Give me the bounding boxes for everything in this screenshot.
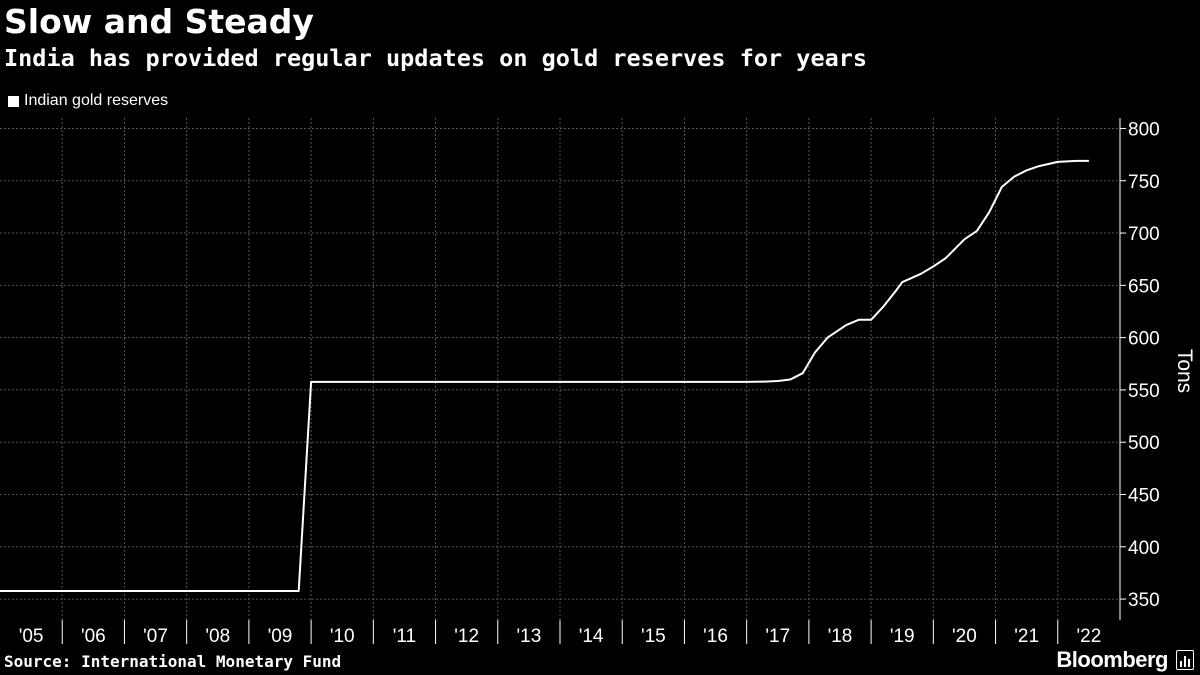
y-tick-label: 350 — [1128, 590, 1160, 611]
x-tick-label: '19 — [890, 626, 915, 647]
x-tick-label: '08 — [205, 626, 230, 647]
x-tick-label: '11 — [393, 626, 416, 647]
x-tick-label: '16 — [703, 626, 728, 647]
legend-label: Indian gold reserves — [24, 92, 169, 109]
x-tick-label: '12 — [454, 626, 479, 647]
chart-title: Slow and Steady — [4, 2, 314, 41]
y-tick-label: 450 — [1128, 486, 1160, 507]
y-axis-label: Tons — [1173, 349, 1196, 393]
x-tick-label: '15 — [641, 626, 666, 647]
x-tick-label: '10 — [330, 626, 355, 647]
x-tick-label: '13 — [517, 626, 542, 647]
y-tick-label: 750 — [1128, 172, 1160, 193]
series-line-indian-gold-reserves — [0, 159, 1089, 592]
grid — [0, 118, 1120, 620]
y-tick-label: 800 — [1128, 119, 1160, 140]
y-tick-label: 550 — [1128, 381, 1160, 402]
source-note: Source: International Monetary Fund — [4, 652, 342, 671]
series-group — [0, 159, 1089, 592]
x-tick-label: '06 — [81, 626, 106, 647]
x-tick-label: '21 — [1014, 626, 1039, 647]
x-axis: '05 '06 '07 '08 '09 '10 '11 '12 '13 '14 '15 '16 '17 '… — [19, 620, 1102, 647]
x-tick-label: '05 — [19, 626, 44, 647]
y-tick-label: 400 — [1128, 538, 1160, 559]
y-axis: 350 400 450 500 550 600 650 700 750 800 — [1119, 118, 1160, 620]
legend-swatch — [8, 95, 19, 107]
y-tick-label: 650 — [1128, 276, 1160, 297]
x-tick-label: '14 — [579, 626, 604, 647]
y-tick-label: 600 — [1128, 329, 1160, 350]
x-tick-label: '20 — [952, 626, 977, 647]
y-tick-label: 500 — [1128, 433, 1160, 454]
bar-chart-icon — [1176, 650, 1194, 670]
y-tick-label: 700 — [1128, 224, 1160, 245]
x-tick-label: '07 — [143, 626, 168, 647]
x-tick-label: '09 — [268, 626, 293, 647]
x-tick-label: '22 — [1077, 626, 1102, 647]
x-tick-label: '17 — [765, 626, 790, 647]
chart-subtitle: India has provided regular updates on go… — [4, 44, 868, 72]
legend: Indian gold reserves — [8, 92, 168, 110]
x-tick-label: '18 — [828, 626, 853, 647]
brand-logo: Bloomberg — [1056, 647, 1168, 672]
